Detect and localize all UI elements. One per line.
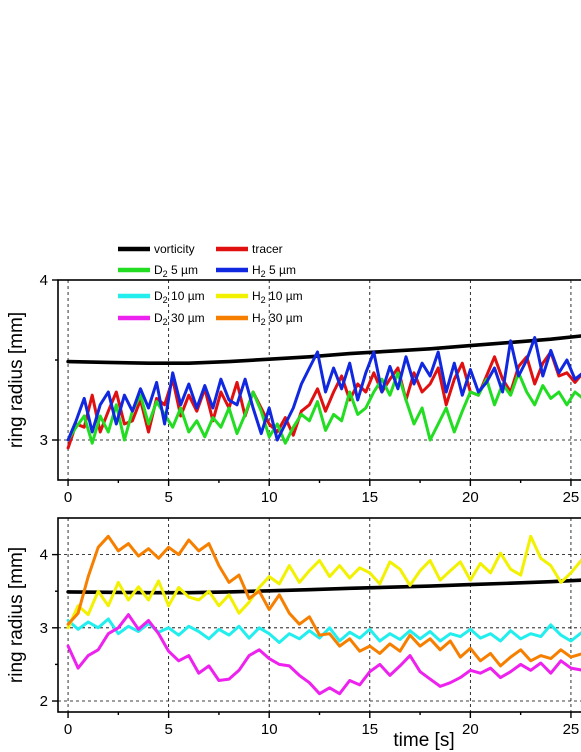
x-tick-label: 25 bbox=[563, 489, 580, 506]
series-line-vorticity bbox=[66, 578, 581, 595]
legend-label: tracer bbox=[252, 242, 283, 256]
legend-label: D2 10 µm bbox=[154, 289, 205, 305]
legend-label: D2 30 µm bbox=[154, 311, 205, 327]
x-tick-label: 5 bbox=[164, 489, 172, 506]
plot-frame bbox=[57, 517, 581, 713]
x-tick-label: 20 bbox=[462, 721, 479, 738]
series-line-d2_5 bbox=[66, 371, 581, 445]
series-line-h2_10 bbox=[66, 534, 581, 630]
series-line-vorticity bbox=[66, 334, 581, 365]
x-axis-label: time [s] bbox=[393, 730, 454, 751]
series-line-h2_30 bbox=[66, 534, 581, 668]
legend-label: D2 5 µm bbox=[154, 263, 198, 279]
y-tick-label: 4 bbox=[40, 272, 48, 289]
y-tick-label: 3 bbox=[40, 620, 48, 637]
x-tick-label: 0 bbox=[64, 721, 72, 738]
y-axis-label: ring radius [mm] bbox=[6, 547, 27, 683]
x-tick-label: 25 bbox=[563, 721, 580, 738]
y-tick-label: 3 bbox=[40, 432, 48, 449]
plot-frame bbox=[57, 279, 581, 481]
legend-label: vorticity bbox=[154, 242, 195, 256]
bottom-chart-panel: 0 5 10 15 20 25 2 3 4 ring radius [mm] time [s] bbox=[6, 517, 581, 751]
x-tick-label: 10 bbox=[261, 489, 278, 506]
y-axis-label: ring radius [mm] bbox=[6, 312, 27, 448]
legend-label: H2 30 µm bbox=[252, 311, 303, 327]
y-tick-label: 4 bbox=[40, 547, 48, 564]
series-line-d2_30 bbox=[66, 613, 581, 696]
legend-label: H2 10 µm bbox=[252, 289, 303, 305]
x-tick-label: 20 bbox=[462, 489, 479, 506]
x-tick-label: 15 bbox=[361, 721, 378, 738]
x-tick-label: 15 bbox=[361, 489, 378, 506]
x-tick-label: 5 bbox=[164, 721, 172, 738]
series-line-h2_5 bbox=[66, 336, 581, 442]
legend-label: H2 5 µm bbox=[252, 263, 296, 279]
top-chart-panel: 0 5 10 15 20 25 3 4 ring radius [mm] bbox=[6, 272, 581, 506]
x-tick-label: 10 bbox=[261, 721, 278, 738]
legend: vorticity tracer D2 5 µm H2 5 µm D2 10 µm H2 … bbox=[112, 240, 313, 327]
legend-box bbox=[112, 240, 313, 327]
x-tick-label: 0 bbox=[64, 489, 72, 506]
y-tick-label: 2 bbox=[40, 693, 48, 710]
